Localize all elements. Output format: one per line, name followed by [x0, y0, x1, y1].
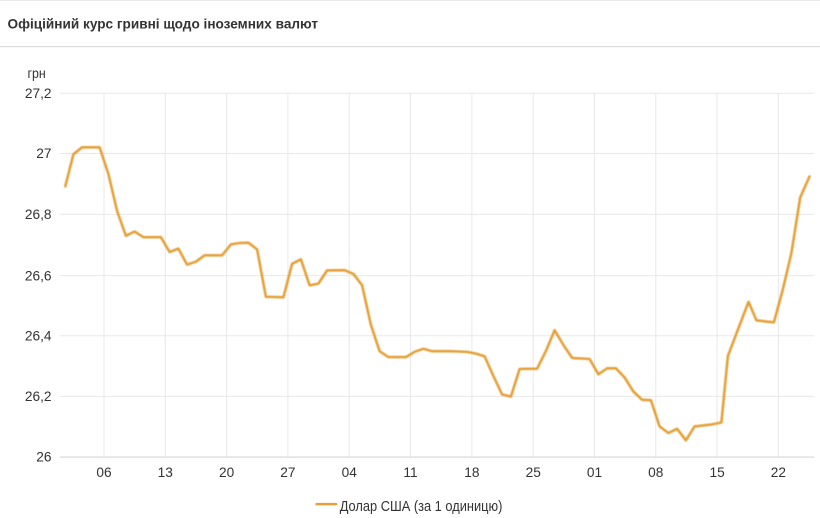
svg-text:08: 08	[648, 465, 664, 480]
svg-text:18: 18	[464, 465, 480, 480]
svg-text:01: 01	[587, 465, 602, 480]
svg-text:11: 11	[403, 465, 417, 480]
svg-text:20: 20	[219, 465, 235, 480]
svg-text:27: 27	[280, 465, 295, 480]
svg-text:13: 13	[158, 465, 174, 480]
svg-text:25: 25	[526, 465, 542, 480]
svg-text:27,2: 27,2	[25, 86, 52, 101]
svg-text:04: 04	[342, 465, 358, 480]
svg-text:26,6: 26,6	[25, 268, 52, 283]
svg-text:27: 27	[36, 146, 51, 161]
svg-text:грн: грн	[28, 66, 46, 81]
svg-text:26,4: 26,4	[25, 328, 52, 343]
svg-text:Долар США (за 1 одиницю): Долар США (за 1 одиницю)	[340, 499, 503, 515]
svg-text:Офіційний курс гривні щодо іно: Офіційний курс гривні щодо іноземних вал…	[8, 17, 319, 32]
svg-text:26,2: 26,2	[25, 389, 52, 404]
svg-text:26,8: 26,8	[25, 207, 52, 222]
svg-text:26: 26	[36, 450, 52, 465]
svg-text:06: 06	[96, 465, 112, 480]
svg-text:22: 22	[771, 465, 786, 480]
svg-text:15: 15	[709, 465, 725, 480]
